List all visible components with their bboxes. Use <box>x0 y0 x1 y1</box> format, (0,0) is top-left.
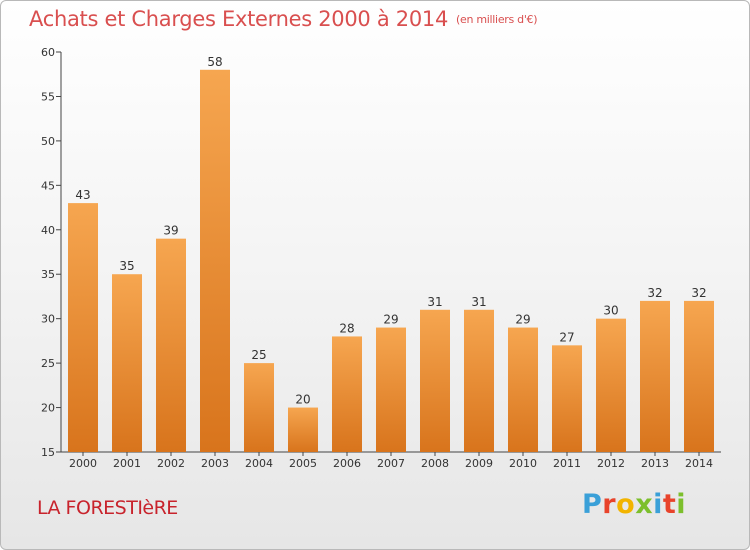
bar-2001 <box>112 274 142 452</box>
x-tick-label: 2012 <box>597 457 625 470</box>
x-tick-label: 2006 <box>333 457 361 470</box>
x-tick-label: 2013 <box>641 457 669 470</box>
bar-2002 <box>156 238 186 452</box>
y-tick-label: 45 <box>41 179 55 192</box>
bar-2013 <box>640 300 670 452</box>
x-tick-label: 2014 <box>685 457 713 470</box>
y-tick-label: 55 <box>41 90 55 103</box>
x-tick-label: 2005 <box>289 457 317 470</box>
bar-value-label: 27 <box>559 330 574 344</box>
bar-value-label: 28 <box>339 321 354 335</box>
y-tick-label: 50 <box>41 135 55 148</box>
y-tick-label: 20 <box>41 402 55 415</box>
commune-name: LA FORESTIèRE <box>37 497 178 519</box>
bar-2000 <box>68 203 98 452</box>
bar-value-label: 31 <box>471 295 486 309</box>
x-tick-label: 2008 <box>421 457 449 470</box>
bar-value-label: 30 <box>603 304 618 318</box>
bar-value-label: 29 <box>515 313 530 327</box>
logo-letter: t <box>662 489 677 520</box>
bar-2009 <box>464 309 494 452</box>
bar-labels: 43 35 39 58 25 20 28 29 31 31 29 27 30 32 32 <box>75 55 706 407</box>
y-tick-label: 30 <box>41 313 55 326</box>
logo-letter: P <box>582 489 603 520</box>
chart-title: Achats et Charges Externes 2000 à 2014 (e… <box>29 7 538 31</box>
x-axis: 2000 2001 2002 2003 2004 2005 2006 2007 2008 2009… <box>61 451 721 470</box>
x-tick-label: 2004 <box>245 457 273 470</box>
x-tick-label: 2011 <box>553 457 581 470</box>
y-tick-label: 60 <box>41 46 55 59</box>
bar-value-label: 32 <box>647 286 662 300</box>
bar-2012 <box>596 318 626 452</box>
bar-2008 <box>420 309 450 452</box>
bar-2006 <box>332 336 362 452</box>
bar-2005 <box>288 407 318 452</box>
x-tick-label: 2003 <box>201 457 229 470</box>
bar-2014 <box>684 300 714 452</box>
bar-2003 <box>200 69 230 453</box>
bar-2011 <box>552 345 582 452</box>
y-tick-label: 25 <box>41 357 55 370</box>
proxiti-logo: Proxiti <box>582 489 686 520</box>
bar-2004 <box>244 363 274 452</box>
x-tick-label: 2007 <box>377 457 405 470</box>
bar-value-label: 31 <box>427 295 442 309</box>
bar-value-label: 39 <box>163 224 178 238</box>
y-tick-label: 15 <box>41 446 55 459</box>
y-tick-label: 40 <box>41 224 55 237</box>
y-axis: 15 20 25 30 35 40 45 50 55 60 <box>41 46 62 459</box>
bar-value-label: 25 <box>251 348 266 362</box>
logo-letter: i <box>676 489 687 520</box>
x-tick-label: 2002 <box>157 457 185 470</box>
logo-letter: o <box>616 489 636 520</box>
chart-subtitle: (en milliers d'€) <box>456 13 538 26</box>
logo-letter: r <box>602 489 617 520</box>
y-tick-label: 35 <box>41 268 55 281</box>
bars <box>68 69 714 453</box>
bar-value-label: 43 <box>75 188 90 202</box>
bar-value-label: 58 <box>207 55 222 69</box>
bar-2010 <box>508 327 538 452</box>
bar-value-label: 29 <box>383 313 398 327</box>
x-tick-label: 2001 <box>113 457 141 470</box>
x-tick-label: 2010 <box>509 457 537 470</box>
x-tick-label: 2009 <box>465 457 493 470</box>
chart-title-text: Achats et Charges Externes 2000 à 2014 <box>29 7 449 31</box>
logo-letter: i <box>653 489 663 520</box>
bar-2007 <box>376 327 406 452</box>
x-tick-label: 2000 <box>69 457 97 470</box>
bar-value-label: 20 <box>295 393 310 407</box>
logo-letter: x <box>635 489 654 520</box>
bar-value-label: 32 <box>691 286 706 300</box>
bar-value-label: 35 <box>119 259 134 273</box>
